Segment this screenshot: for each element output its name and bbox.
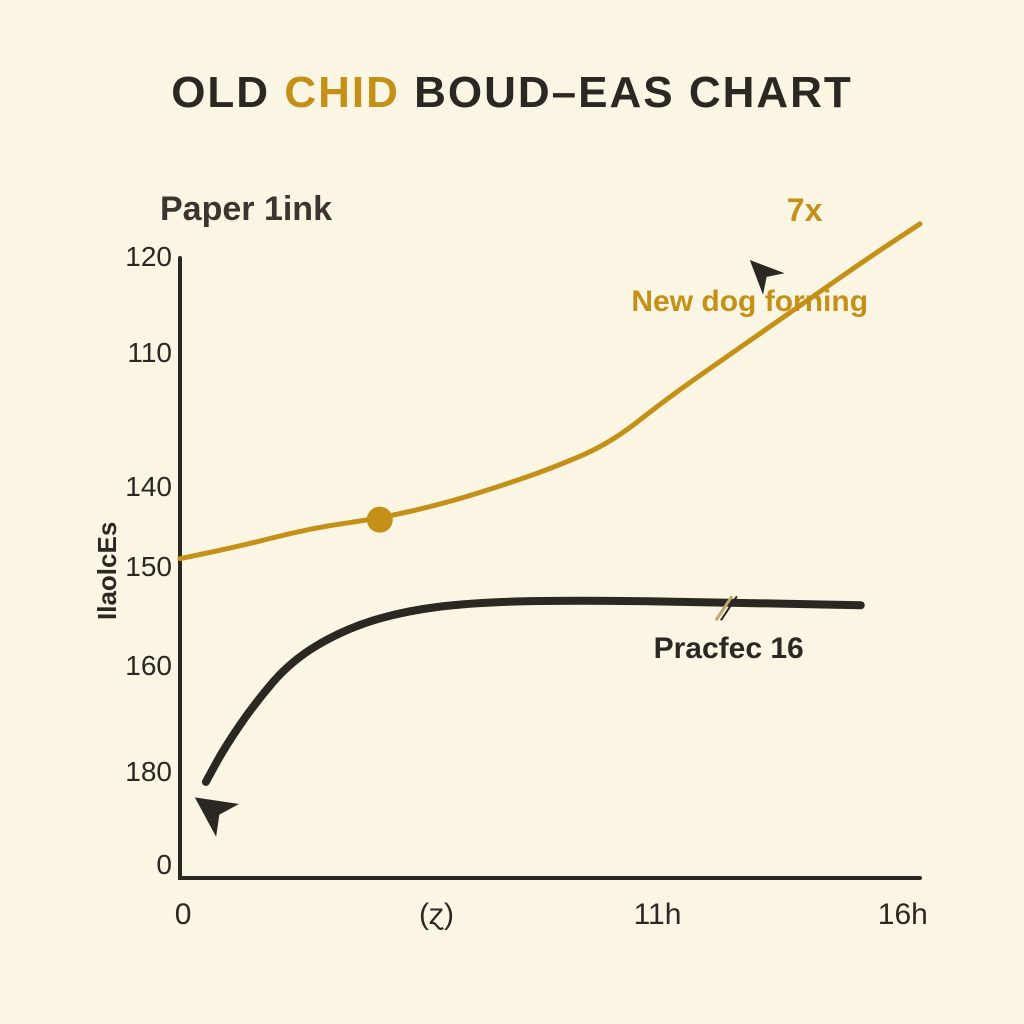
y-tick: 120 [125, 241, 172, 273]
y-tick: 0 [156, 849, 172, 881]
series-label: Pracfec 16 [654, 632, 804, 666]
series-label: 7x [787, 192, 823, 229]
chart-plot [0, 0, 1024, 1024]
y-tick: 110 [127, 337, 172, 369]
y-tick: 140 [125, 471, 172, 503]
series-label: New dog forning [631, 285, 868, 319]
series-black-line [206, 601, 861, 782]
x-tick: 0 [175, 898, 192, 932]
x-tick: (ɀ) [419, 898, 454, 932]
series-gold-line [180, 224, 920, 559]
arrow-icon [195, 797, 239, 836]
series-gold-marker [367, 507, 393, 533]
y-tick: 160 [125, 650, 172, 682]
y-tick: 150 [125, 551, 172, 583]
y-tick: 180 [125, 756, 172, 788]
x-tick: 11h [634, 898, 682, 932]
x-tick: 16h [878, 898, 928, 932]
